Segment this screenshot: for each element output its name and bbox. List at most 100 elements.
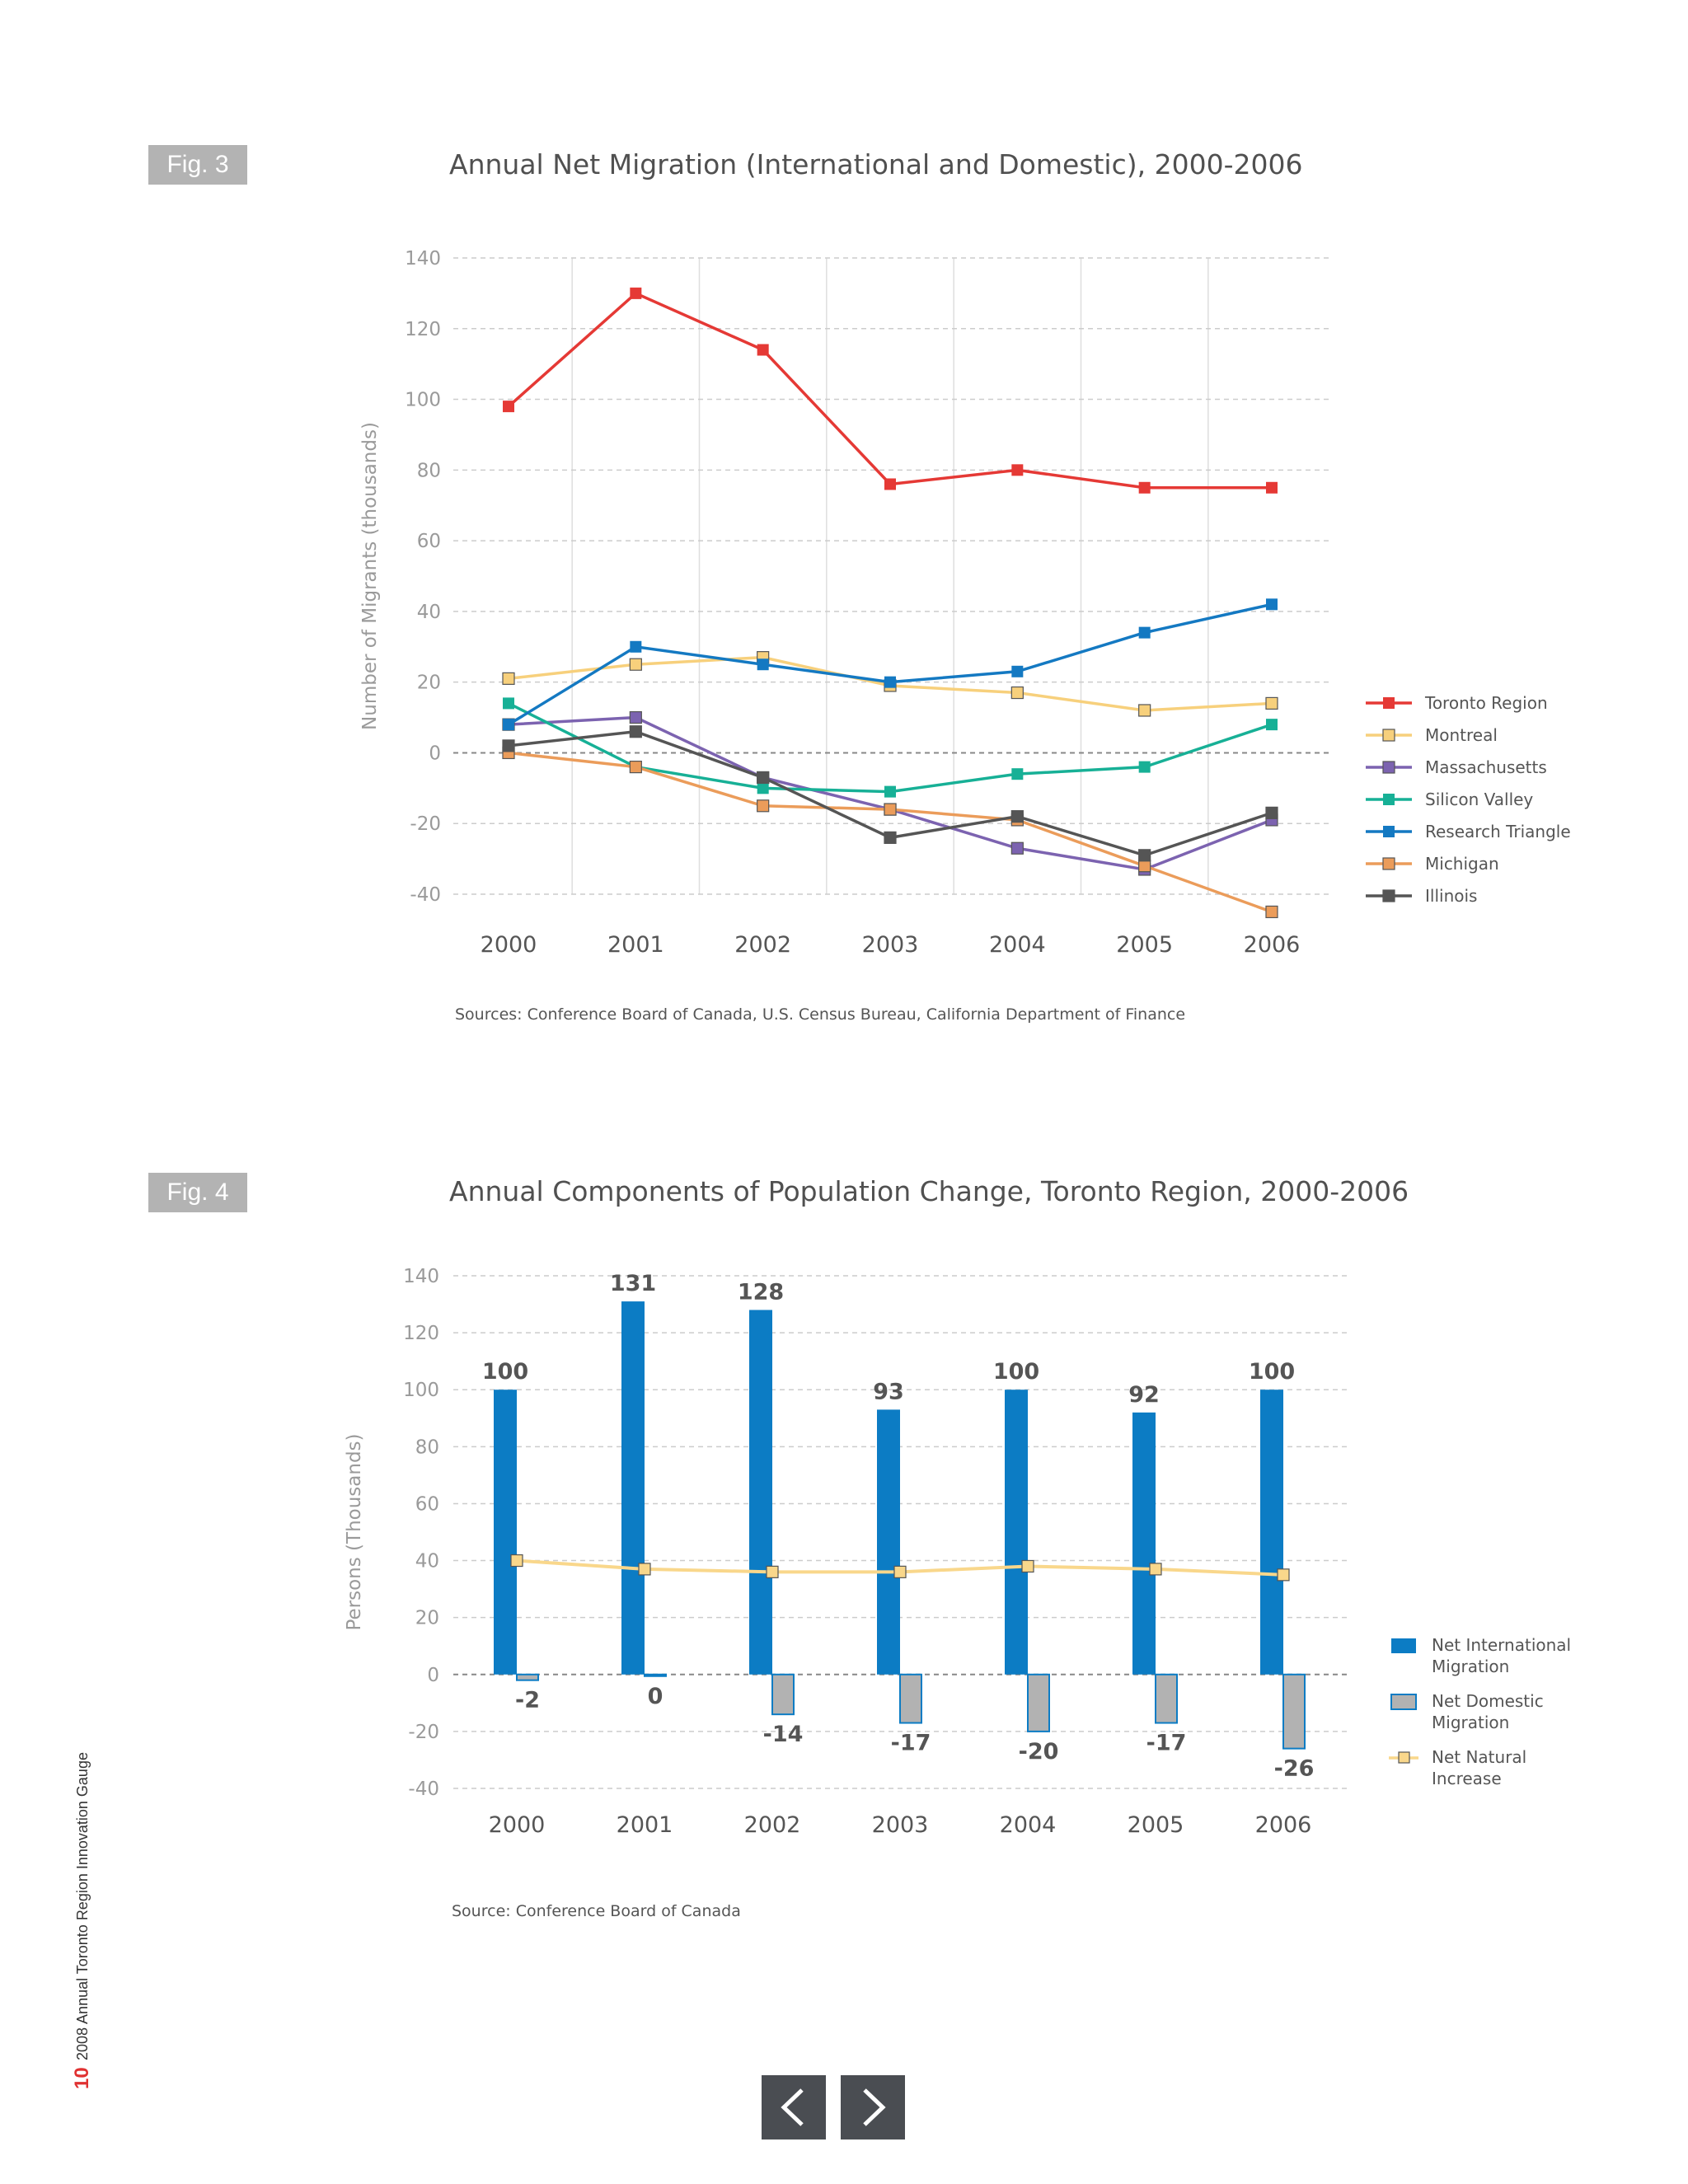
- legend-label: Research Triangle: [1425, 821, 1571, 841]
- bar-value-label: 93: [873, 1379, 904, 1404]
- data-point-research_triangle: [757, 658, 769, 671]
- legend-label-line2: Increase: [1432, 1769, 1502, 1788]
- data-point-michigan: [629, 760, 642, 774]
- fig4-source-note: Source: Conference Board of Canada: [452, 1902, 741, 1920]
- chevron-left-icon: [781, 2088, 804, 2126]
- y-tick-label: 80: [417, 460, 441, 481]
- data-point-toronto: [1266, 481, 1278, 494]
- data-point-montreal: [629, 658, 642, 671]
- y-tick-label: 20: [415, 1608, 439, 1629]
- data-point-research_triangle: [884, 676, 896, 688]
- fig3-title: Annual Net Migration (International and …: [449, 148, 1303, 180]
- x-tick-label: 2004: [1000, 1812, 1057, 1838]
- y-tick-label: 40: [417, 602, 441, 623]
- data-point-research_triangle: [503, 719, 514, 731]
- page-number: 10: [71, 2067, 93, 2089]
- data-point-research_triangle: [1138, 626, 1151, 639]
- data-point-net-natural: [1277, 1568, 1290, 1582]
- y-tick-label: 140: [405, 248, 441, 269]
- legend-label: Net Domestic Migration: [1432, 1690, 1544, 1733]
- data-point-silicon_valley: [884, 785, 896, 798]
- data-point-silicon_valley: [503, 697, 514, 710]
- bar-net-domestic: [1155, 1673, 1178, 1724]
- legend-item: Net Natural Increase: [1389, 1746, 1571, 1802]
- data-point-net-natural: [766, 1565, 779, 1578]
- data-point-illinois: [1138, 849, 1151, 862]
- y-tick-label: 100: [403, 1380, 439, 1401]
- bar-value-label: 0: [648, 1684, 663, 1709]
- legend-item: Illinois: [1364, 879, 1571, 912]
- data-point-toronto: [884, 478, 896, 490]
- x-tick-label: 2003: [862, 932, 919, 958]
- legend-item: Net International Migration: [1389, 1634, 1571, 1690]
- bar-value-label: 131: [610, 1271, 656, 1296]
- data-point-montreal: [1010, 686, 1024, 700]
- bar-value-label: 100: [993, 1359, 1039, 1385]
- bar-value-label: 100: [482, 1359, 528, 1385]
- y-axis-label: Number of Migrants (thousands): [359, 422, 381, 730]
- bar-net-international: [877, 1409, 900, 1675]
- legend-marker: [1366, 793, 1412, 805]
- bar-value-label: 128: [738, 1279, 784, 1305]
- legend-marker: [1389, 1751, 1418, 1764]
- legend-marker: [1366, 760, 1412, 774]
- legend-label: Michigan: [1425, 853, 1499, 874]
- data-point-illinois: [884, 831, 897, 844]
- legend-item: Net Domestic Migration: [1389, 1690, 1571, 1746]
- fig3-legend: Toronto Region Montreal Massachusetts Si…: [1364, 687, 1571, 912]
- y-tick-label: -20: [408, 1722, 439, 1743]
- bar-net-domestic: [516, 1673, 539, 1681]
- legend-marker: [1390, 1694, 1417, 1710]
- x-tick-label: 2000: [481, 932, 537, 958]
- legend-label-line2: Migration: [1432, 1713, 1510, 1732]
- legend-label-line2: Migration: [1432, 1657, 1510, 1676]
- data-point-illinois: [1010, 810, 1024, 823]
- data-point-silicon_valley: [1266, 719, 1278, 731]
- bar-net-international: [621, 1301, 645, 1675]
- fig4-badge: Fig. 4: [148, 1173, 247, 1212]
- chevron-right-icon: [863, 2088, 886, 2126]
- bar-value-label: 100: [1249, 1359, 1295, 1385]
- data-point-michigan: [757, 799, 770, 813]
- data-point-net-natural: [638, 1563, 651, 1576]
- data-point-net-natural: [1149, 1563, 1162, 1576]
- bar-net-domestic: [899, 1673, 922, 1724]
- data-point-toronto: [1138, 481, 1151, 494]
- legend-label: Net International Migration: [1432, 1634, 1571, 1677]
- y-tick-label: 60: [415, 1493, 439, 1515]
- data-point-silicon_valley: [757, 782, 769, 794]
- legend-item: Massachusetts: [1364, 751, 1571, 783]
- bar-value-label: -2: [515, 1688, 540, 1713]
- data-point-net-natural: [893, 1565, 907, 1578]
- y-tick-label: 20: [417, 673, 441, 694]
- x-tick-label: 2006: [1244, 932, 1301, 958]
- legend-marker: [1391, 1638, 1416, 1653]
- y-tick-label: -40: [410, 884, 441, 906]
- x-tick-label: 2002: [734, 932, 791, 958]
- fig3-line-chart: 140 120 100 80 60 40 20 0 -20 -40 Number of Migran…: [359, 248, 1331, 958]
- x-tick-label: 2006: [1255, 1812, 1312, 1838]
- previous-page-button[interactable]: [762, 2075, 826, 2139]
- bar-net-domestic: [644, 1673, 667, 1677]
- x-tick-label: 2001: [617, 1812, 673, 1838]
- legend-label: Massachusetts: [1425, 757, 1547, 777]
- x-tick-label: 2004: [989, 932, 1046, 958]
- legend-item: Montreal: [1364, 719, 1571, 751]
- data-point-montreal: [1138, 704, 1151, 717]
- data-point-research_triangle: [1266, 598, 1278, 611]
- data-point-toronto: [630, 287, 642, 299]
- y-tick-label: 60: [417, 531, 441, 552]
- legend-item: Research Triangle: [1364, 815, 1571, 847]
- legend-item: Michigan: [1364, 847, 1571, 879]
- bar-net-domestic: [1027, 1673, 1050, 1732]
- bar-value-label: 92: [1128, 1382, 1160, 1408]
- legend-label: Montreal: [1425, 724, 1498, 745]
- bar-net-domestic: [1282, 1673, 1306, 1750]
- data-point-toronto: [1011, 464, 1024, 476]
- data-point-research_triangle: [1011, 665, 1024, 677]
- next-page-button[interactable]: [841, 2075, 905, 2139]
- legend-label: Silicon Valley: [1425, 789, 1534, 809]
- x-tick-label: 2005: [1128, 1812, 1184, 1838]
- data-point-net-natural: [510, 1554, 523, 1568]
